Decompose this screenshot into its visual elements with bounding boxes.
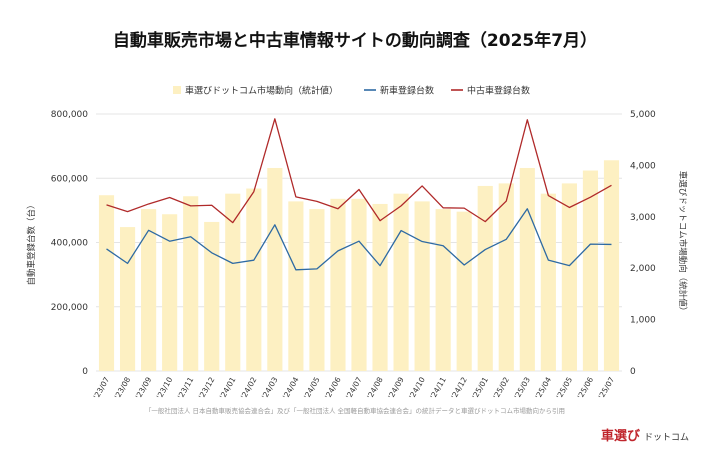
bar-market bbox=[603, 160, 620, 371]
bar-market bbox=[561, 183, 577, 371]
y-right-tick-label: 1,000 bbox=[630, 316, 656, 326]
bar-market bbox=[225, 193, 241, 371]
x-tick-label: '24/02 bbox=[239, 375, 259, 400]
bar-market bbox=[98, 195, 115, 371]
x-tick-label: '24/12 bbox=[449, 375, 469, 400]
x-tick-label: '25/05 bbox=[554, 375, 574, 400]
x-tick-label: '24/07 bbox=[344, 375, 364, 400]
x-tick-label: '25/03 bbox=[512, 375, 532, 400]
x-tick-label: '23/07 bbox=[92, 375, 112, 400]
chart-title: 自動車販売市場と中古車情報サイトの動向調査（2025年7月） bbox=[113, 30, 597, 51]
bar-market bbox=[162, 214, 178, 371]
bar-market bbox=[141, 209, 157, 371]
legend-swatch-market bbox=[173, 86, 181, 94]
y-left-tick-label: 600,000 bbox=[51, 174, 88, 184]
y-right-axis-label: 車選びドットコム市場動向（統計値） bbox=[677, 171, 688, 316]
x-tick-label: '24/10 bbox=[407, 375, 427, 400]
source-note: 「一般社団法人 日本自動車販売協会連合会」及び「一般社団法人 全国軽自動車協会連… bbox=[145, 406, 565, 415]
x-tick-label: '25/07 bbox=[597, 375, 617, 400]
y-right-tick-label: 3,000 bbox=[630, 213, 656, 223]
x-tick-label: '23/09 bbox=[134, 375, 154, 400]
bar-market bbox=[477, 185, 493, 371]
y-left-axis-label: 自動車登録台数（台） bbox=[26, 200, 37, 285]
line-series bbox=[106, 118, 612, 271]
x-tick-label: '23/12 bbox=[197, 375, 217, 400]
logo-sub-text: ドットコム bbox=[644, 432, 689, 443]
y-right-tick-label: 5,000 bbox=[630, 110, 656, 120]
bar-market bbox=[204, 221, 220, 371]
x-tick-label: '24/05 bbox=[302, 375, 322, 400]
x-tick-label: '25/06 bbox=[576, 375, 596, 400]
x-tick-label: '23/11 bbox=[176, 375, 196, 400]
y-right-tick-label: 4,000 bbox=[630, 161, 656, 171]
x-tick-label: '24/09 bbox=[386, 375, 406, 400]
x-tick-label: '24/06 bbox=[323, 375, 343, 400]
y-right-tick-label: 2,000 bbox=[630, 264, 656, 274]
y-left-tick-label: 200,000 bbox=[51, 303, 88, 313]
legend-label-used: 中古車登録台数 bbox=[467, 85, 530, 97]
x-tick-label: '24/08 bbox=[365, 375, 385, 400]
bar-market bbox=[498, 183, 514, 371]
x-tick-label: '23/10 bbox=[155, 375, 175, 400]
bar-market bbox=[540, 193, 556, 371]
y-left-tick-label: 400,000 bbox=[51, 239, 88, 249]
bar-market bbox=[183, 196, 199, 371]
bar-market bbox=[414, 201, 430, 371]
bar-market bbox=[246, 188, 262, 371]
y-left-tick-label: 0 bbox=[82, 367, 88, 377]
x-tick-label: '24/11 bbox=[428, 375, 448, 400]
legend-label-market: 車選びドットコム市場動向（統計値） bbox=[185, 85, 338, 97]
bar-market bbox=[435, 209, 451, 371]
legend-label-new: 新車登録台数 bbox=[380, 85, 434, 97]
y-left-tick-label: 800,000 bbox=[51, 110, 88, 120]
x-tick-label: '25/02 bbox=[491, 375, 511, 400]
bar-market bbox=[267, 167, 283, 371]
y-right-tick-label: 0 bbox=[630, 367, 636, 377]
x-axis-ticks: '23/07'23/08'23/09'23/10'23/11'23/12'24/… bbox=[92, 375, 617, 400]
bar-series-market bbox=[98, 160, 620, 371]
bar-market bbox=[519, 167, 535, 371]
x-tick-label: '24/04 bbox=[281, 375, 301, 400]
x-tick-label: '23/08 bbox=[113, 375, 133, 400]
y-axis-right-ticks: 0 1,000 2,000 3,000 4,000 5,000 bbox=[630, 110, 656, 377]
bar-market bbox=[119, 227, 136, 371]
line-new-car bbox=[106, 208, 612, 271]
line-used-car bbox=[106, 118, 612, 224]
bar-market bbox=[582, 170, 599, 371]
bar-market bbox=[393, 193, 409, 371]
bar-market bbox=[330, 198, 346, 371]
y-axis-left-ticks: 0 200,000 400,000 600,000 800,000 bbox=[51, 110, 88, 377]
bar-market bbox=[309, 209, 325, 371]
x-tick-label: '25/01 bbox=[470, 375, 490, 400]
x-tick-label: '24/03 bbox=[260, 375, 280, 400]
bar-market bbox=[351, 198, 367, 371]
bar-market bbox=[372, 203, 388, 371]
x-tick-label: '25/04 bbox=[533, 375, 553, 400]
brand-logo: 車選び ドットコム bbox=[601, 428, 689, 444]
legend: 車選びドットコム市場動向（統計値） 新車登録台数 中古車登録台数 bbox=[173, 85, 530, 97]
logo-main-text: 車選び bbox=[601, 428, 641, 444]
bar-market bbox=[456, 211, 472, 371]
bar-market bbox=[288, 201, 304, 371]
x-tick-label: '24/01 bbox=[218, 375, 238, 400]
